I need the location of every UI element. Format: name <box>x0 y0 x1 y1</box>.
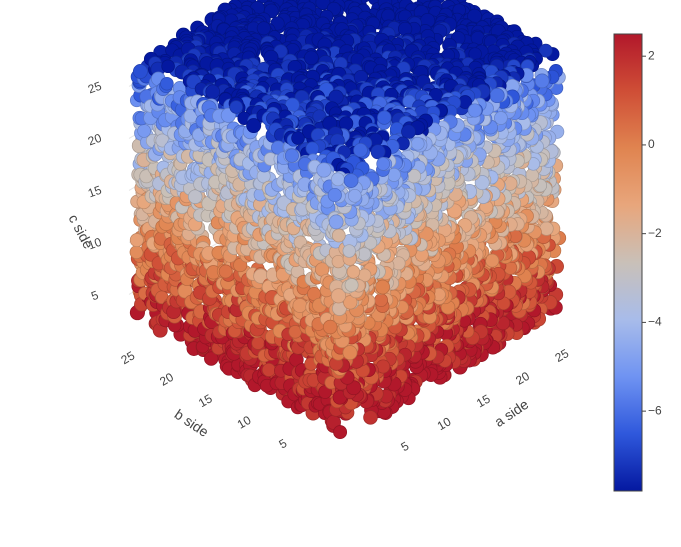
data-point <box>332 255 345 268</box>
tick-label-a: 15 <box>474 391 493 410</box>
axis-title-b: b side <box>172 406 212 440</box>
data-point <box>161 77 174 90</box>
data-point <box>285 149 298 162</box>
data-point <box>328 188 341 201</box>
data-point <box>535 74 549 88</box>
tick-label-c: 15 <box>86 183 104 201</box>
data-point <box>411 137 424 150</box>
tick-label-c: 25 <box>86 79 104 97</box>
data-point <box>348 189 361 202</box>
data-point <box>339 117 353 131</box>
data-point <box>230 101 243 114</box>
data-point <box>133 64 147 78</box>
data-point <box>306 142 319 155</box>
data-points <box>130 0 566 439</box>
colorbar-tick-label: 2 <box>648 48 655 62</box>
data-point <box>375 294 388 307</box>
data-point <box>247 119 261 133</box>
data-point <box>317 163 331 177</box>
tick-label-b: 15 <box>196 391 215 410</box>
data-point <box>162 60 175 73</box>
data-point <box>376 280 390 294</box>
tick-label-c: 20 <box>86 131 104 149</box>
colorbar: 2 0 −2 −4 −6 <box>614 34 662 491</box>
colorbar-scale <box>614 34 642 491</box>
tick-label-a: 25 <box>553 346 572 365</box>
data-point <box>332 229 345 242</box>
data-point <box>206 85 220 99</box>
tick-label-b: 10 <box>235 413 254 432</box>
data-point <box>262 363 275 376</box>
tick-label-b: 5 <box>276 436 289 452</box>
tick-label-b: 25 <box>119 348 138 367</box>
data-point <box>540 222 554 236</box>
data-point <box>331 173 344 186</box>
data-point <box>468 104 481 117</box>
data-point <box>293 299 307 313</box>
tick-label-b: 20 <box>157 370 176 389</box>
data-point <box>334 426 347 439</box>
data-point <box>371 145 385 159</box>
data-point <box>377 157 390 170</box>
data-point <box>490 88 504 102</box>
data-point <box>257 22 270 35</box>
data-point <box>343 346 357 360</box>
data-point <box>347 266 360 279</box>
data-point <box>304 51 318 65</box>
data-point <box>130 246 143 259</box>
colorbar-tick-label: 0 <box>648 137 655 151</box>
data-point <box>292 132 305 145</box>
data-point <box>138 124 151 137</box>
data-point <box>345 279 358 292</box>
tick-label-a: 5 <box>398 439 411 455</box>
axis-title-a: a side <box>491 396 531 430</box>
axis-title-c: c side <box>65 211 96 251</box>
colorbar-tick-label: −4 <box>648 315 662 329</box>
colorbar-tick-label: −2 <box>648 226 662 240</box>
data-point <box>344 174 358 188</box>
tick-label-a: 10 <box>435 414 454 433</box>
data-point <box>343 245 356 258</box>
data-point <box>219 265 232 278</box>
data-point <box>364 411 378 425</box>
data-point <box>378 111 392 125</box>
colorbar-tick-label: −6 <box>648 403 662 417</box>
data-point <box>329 215 343 229</box>
data-point <box>252 337 265 350</box>
tick-label-a: 20 <box>513 369 532 388</box>
tick-label-c: 5 <box>89 288 100 304</box>
